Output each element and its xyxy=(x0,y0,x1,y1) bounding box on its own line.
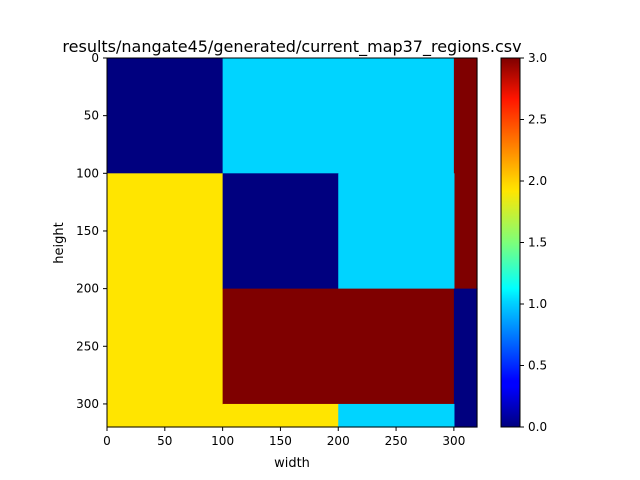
colorbar-tick-label: 1.0 xyxy=(528,297,547,311)
colorbar-tick-label: 3.0 xyxy=(528,51,547,65)
y-tick-label: 250 xyxy=(76,339,99,353)
x-tick-label: 100 xyxy=(211,434,234,448)
heatmap-region xyxy=(222,58,455,174)
y-tick-label: 0 xyxy=(91,51,99,65)
x-tick-label: 200 xyxy=(327,434,350,448)
heatmap-region xyxy=(107,173,224,428)
heatmap-region xyxy=(107,58,224,174)
colorbar-tick-label: 2.5 xyxy=(528,113,547,127)
heatmap-region xyxy=(222,173,339,290)
y-tick-label: 100 xyxy=(76,166,99,180)
colorbar-tick-label: 2.0 xyxy=(528,174,547,188)
y-axis: 0 50 100 150 200 250 300 xyxy=(76,51,107,411)
heatmap-region xyxy=(338,173,455,290)
heatmap-region xyxy=(338,403,455,428)
colorbar xyxy=(500,57,521,428)
y-tick-label: 200 xyxy=(76,282,99,296)
colorbar-axis: 0.0 0.5 1.0 1.5 2.0 2.5 3.0 xyxy=(520,51,547,434)
y-tick-label: 150 xyxy=(76,224,99,238)
y-tick-label: 300 xyxy=(76,397,99,411)
x-tick-label: 250 xyxy=(385,434,408,448)
heatmap-cells xyxy=(107,58,478,428)
heatmap-region xyxy=(222,288,455,405)
heatmap-region xyxy=(453,288,478,428)
y-tick-label: 50 xyxy=(84,109,99,123)
heatmap-region xyxy=(222,403,339,428)
x-tick-label: 150 xyxy=(269,434,292,448)
x-tick-label: 0 xyxy=(103,434,111,448)
x-axis-label: width xyxy=(274,456,310,471)
y-axis-label: height xyxy=(52,222,67,263)
chart-title: results/nangate45/generated/current_map3… xyxy=(62,37,521,57)
x-axis: 0 50 100 150 200 250 300 xyxy=(103,427,465,448)
x-tick-label: 300 xyxy=(442,434,465,448)
colorbar-tick-label: 0.5 xyxy=(528,359,547,373)
heatmap-region xyxy=(453,58,478,290)
colorbar-tick-label: 0.0 xyxy=(528,420,547,434)
colorbar-tick-label: 1.5 xyxy=(528,236,547,250)
plot-frame xyxy=(106,57,478,428)
x-tick-label: 50 xyxy=(157,434,172,448)
